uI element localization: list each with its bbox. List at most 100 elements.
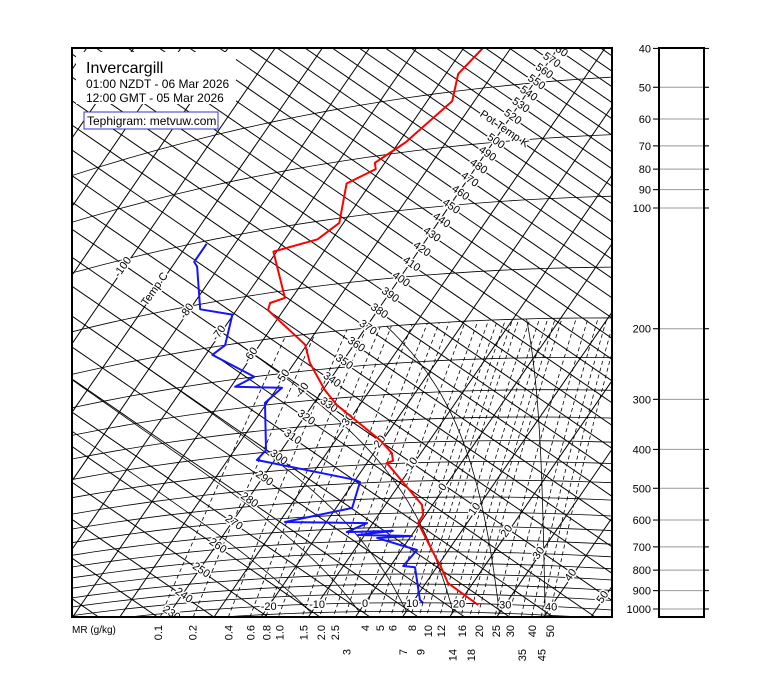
mixing-ratio-label: 18 <box>466 649 478 661</box>
mixing-ratio-label: 45 <box>537 649 549 661</box>
isotherm-line <box>402 311 612 617</box>
mixing-ratio-label: 2.0 <box>316 625 328 640</box>
credit-link-box[interactable] <box>83 111 219 130</box>
mixing-ratio-label: 5 <box>375 625 387 631</box>
isobar-line <box>72 583 612 608</box>
dry-adiabat-line <box>460 48 612 153</box>
isobar-line <box>72 593 612 616</box>
mixing-ratio-line <box>549 352 612 617</box>
mixing-ratio-label: 30 <box>505 625 517 637</box>
dry-adiabat-line <box>72 378 419 617</box>
isotherm-line <box>72 48 465 617</box>
surface-temperature-label: -20 <box>261 601 277 613</box>
pressure-label: 40 <box>639 43 651 55</box>
temperature-profile-line <box>267 48 484 606</box>
isobar-line <box>72 496 612 530</box>
isobar-line <box>72 389 612 436</box>
dry-adiabat-line <box>72 124 612 497</box>
mixing-ratio-label: 3 <box>342 649 354 655</box>
pressure-axis: 40 50 60 70 80 90 100 200 300 400 500 600 700 800 900 1… <box>627 43 709 616</box>
dewpoint-profile-line <box>193 243 424 604</box>
pressure-label: 100 <box>633 203 651 215</box>
isobar-line <box>72 134 612 223</box>
dry-adiabat-line <box>358 48 612 223</box>
dry-adiabat-line <box>384 48 612 205</box>
surface-temperature-label: 10 <box>406 598 418 610</box>
dry-adiabat-line <box>72 481 269 617</box>
saturated-adiabat-line <box>237 342 454 612</box>
credit-link[interactable]: Tephigram: metvuw.com <box>87 114 216 128</box>
isobar-line <box>72 551 612 579</box>
station-title: Invercargill <box>86 60 163 77</box>
dry-adiabat-line <box>304 48 612 260</box>
pressure-label: 300 <box>633 394 651 406</box>
mixing-ratio-label: 25 <box>491 625 503 637</box>
isobar-line <box>72 356 612 409</box>
dry-adiabat-line <box>600 48 612 57</box>
isobar-line <box>72 512 612 544</box>
mixing-ratio-label: 50 <box>545 625 557 637</box>
mixing-ratio-label: 10 <box>423 625 435 637</box>
isotherm-line <box>119 48 512 617</box>
pressure-label: 90 <box>639 185 651 197</box>
dry-adiabat-line <box>219 48 612 319</box>
pressure-label: 1000 <box>627 604 651 616</box>
dry-adiabat-line <box>578 48 612 72</box>
mixing-ratio-label: 8 <box>407 625 419 631</box>
dry-adiabat-line <box>72 598 99 617</box>
sounding-profiles <box>193 48 484 606</box>
pressure-label: 50 <box>639 82 651 94</box>
dry-adiabat-line <box>248 48 612 299</box>
isotherm-line <box>72 48 323 413</box>
dry-adiabat-line <box>72 411 371 617</box>
mixing-ratio-label: 1.5 <box>299 625 311 640</box>
surface-temperature-label: 40 <box>545 601 557 613</box>
plot-frame <box>71 47 613 618</box>
pressure-label: 500 <box>633 483 651 495</box>
dry-adiabat-line <box>72 228 612 601</box>
surface-temperature-label: -10 <box>309 599 325 611</box>
dry-adiabat-line <box>72 285 554 617</box>
isobar-line <box>72 479 612 515</box>
dry-adiabat-line <box>72 201 612 574</box>
local-time: 01:00 NZDT - 06 Mar 2026 <box>86 77 230 91</box>
pressure-panel <box>658 47 705 618</box>
mixing-ratio-label: 12 <box>436 625 448 637</box>
isotherm-line <box>543 517 612 617</box>
dry-adiabat-line <box>410 48 612 187</box>
pressure-label: 900 <box>633 586 651 598</box>
mixing-ratio-label: 0.8 <box>262 625 274 640</box>
mixing-ratio-label: 0.4 <box>223 625 235 640</box>
isobar-line <box>72 266 612 333</box>
mixing-ratio-label: 2.5 <box>330 625 342 640</box>
isotherm-line <box>590 586 612 617</box>
dry-adiabat-line <box>189 48 612 339</box>
dry-adiabat-line <box>276 48 612 279</box>
mixing-ratio-label: 0.2 <box>187 625 199 640</box>
pressure-label: 60 <box>639 114 651 126</box>
dry-adiabat-line <box>435 48 612 170</box>
isobar-line <box>72 76 612 176</box>
dry-adiabat-line <box>72 346 465 617</box>
pressure-label: 700 <box>633 542 651 554</box>
isobar-line <box>72 573 612 599</box>
utc-time: 12:00 GMT - 05 Mar 2026 <box>86 91 224 105</box>
isotherm-line <box>449 380 612 617</box>
mixing-ratio-label: 0.6 <box>246 625 258 640</box>
dry-adiabat-line <box>532 48 612 104</box>
pressure-label: 200 <box>633 324 651 336</box>
dry-adiabat-line <box>72 76 612 449</box>
isobar-line <box>72 195 612 274</box>
saturated-adiabat-line <box>526 318 546 616</box>
saturated-adiabat-line <box>386 326 500 614</box>
dry-adiabat-line <box>555 48 612 88</box>
mixing-ratio-label: 35 <box>517 649 529 661</box>
pressure-label: 400 <box>633 444 651 456</box>
isobar-line <box>72 562 612 589</box>
mixing-ratio-label: 16 <box>457 625 469 637</box>
isotherm-line <box>72 48 370 482</box>
surface-temperature-label: 0 <box>362 598 368 610</box>
mixing-ratio-line <box>249 327 367 617</box>
isotherm-line <box>307 174 612 617</box>
mixing-ratio-title: MR (g/kg) <box>72 625 116 636</box>
